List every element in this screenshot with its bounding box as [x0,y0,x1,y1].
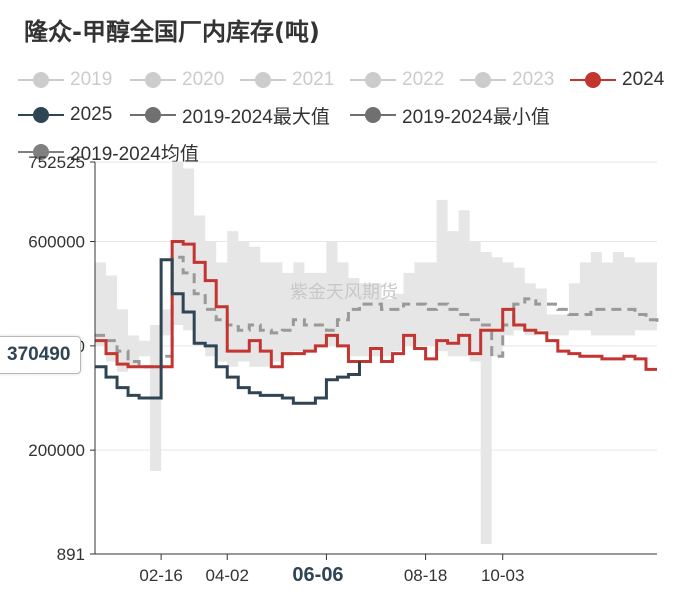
legend-symbol-icon [130,66,176,94]
legend-label: 2022 [402,69,445,90]
legend-label: 2024 [622,69,665,90]
legend-label: 2019-2024最小值 [402,106,550,128]
legend-symbol-icon [350,66,396,94]
legend-symbol-icon [18,138,64,166]
y-tick-label: 200000 [28,441,85,460]
legend-item-7[interactable]: 2019-2024最大值 [130,101,330,129]
legend-label: 2023 [512,69,555,90]
legend-symbol-icon [240,66,286,94]
legend-symbol-icon [18,66,64,94]
legend-item-9[interactable]: 2019-2024均值 [18,138,199,166]
legend-symbol-icon [350,101,396,129]
watermark-text: 紫金天风期货 [290,282,398,302]
x-axis-pointer-label: 06-06 [286,560,350,590]
series-line-2 [95,258,361,405]
chart-title: 隆众-甲醇全国厂内库存(吨) [24,18,320,46]
legend-item-5[interactable]: 2024 [570,66,664,94]
legend-item-0[interactable]: 2019 [18,66,112,94]
y-tick-label: 600000 [28,233,85,252]
series-line-1 [95,240,657,371]
legend-item-3[interactable]: 2022 [350,66,444,94]
y-tick-label: 752525 [28,153,85,172]
legend-label: 2019 [70,69,113,90]
legend-label: 2019-2024最大值 [182,106,330,128]
legend-item-2[interactable]: 2021 [240,66,334,94]
legend-label: 2020 [182,69,225,90]
x-tick-label: 10-03 [481,566,524,585]
legend-symbol-icon [460,66,506,94]
legend-item-8[interactable]: 2019-2024最小值 [350,101,550,129]
legend-symbol-icon [130,101,176,129]
series-layer [95,240,659,405]
legend-symbol-icon [18,101,64,129]
legend-item-1[interactable]: 2020 [130,66,224,94]
x-tick-label: 02-16 [139,566,182,585]
legend-label: 2025 [70,104,113,125]
y-tick-label: 891 [57,545,85,564]
series-max-min-band [95,162,657,545]
legend-label: 2019-2024均值 [70,143,199,165]
y-axis-pointer-label: 370490 [0,336,82,374]
series-line-0 [95,255,659,369]
legend-item-6[interactable]: 2025 [18,101,112,129]
x-tick-label: 08-18 [404,566,447,585]
legend-symbol-icon [570,66,616,94]
x-tick-label: 04-02 [205,566,248,585]
legend-item-4[interactable]: 2023 [460,66,554,94]
legend-label: 2021 [292,69,335,90]
